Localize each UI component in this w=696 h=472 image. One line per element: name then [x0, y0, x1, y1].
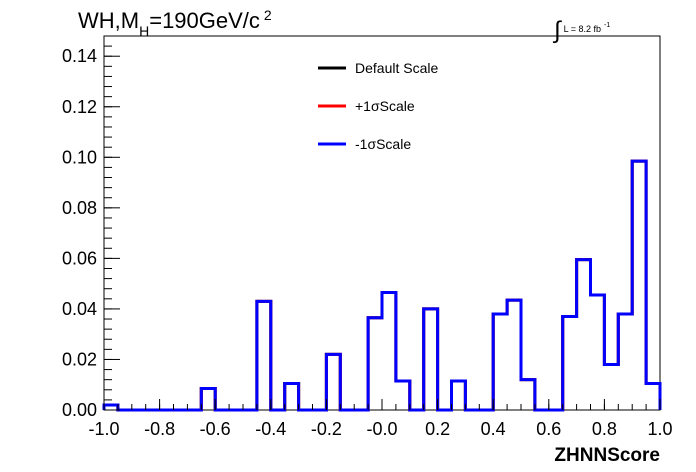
- y-tick-label: 0.04: [62, 299, 97, 319]
- y-tick-label: 0.06: [62, 248, 97, 268]
- chart-title: WH,MH=190GeV/c 2: [78, 7, 272, 39]
- x-tick-label: 1.0: [647, 419, 672, 439]
- legend-label-0: Default Scale: [355, 60, 438, 76]
- x-axis: -1.0 -0.8 -0.6 -0.4 -0.2 -0.0 0.2 0.4 0.6 0.8 1.0: [88, 399, 673, 439]
- x-tick-label: 0.8: [592, 419, 617, 439]
- y-tick-label: 0.08: [62, 198, 97, 218]
- x-tick-label: 0.6: [536, 419, 561, 439]
- legend-label-1: +1σScale: [355, 98, 415, 114]
- y-axis: 0.00 0.02 0.04 0.06 0.08 0.10 0.12 0.14: [62, 35, 120, 420]
- y-tick-label: 0.02: [62, 349, 97, 369]
- x-tick-label: -0.8: [144, 419, 175, 439]
- legend-label-2: -1σScale: [355, 136, 411, 152]
- x-tick-label: -0.2: [311, 419, 342, 439]
- lumi-integral-symbol: ∫: [552, 17, 562, 44]
- y-tick-label: 0.00: [62, 400, 97, 420]
- x-axis-title: ZHNNScore: [554, 445, 660, 466]
- y-tick-label: 0.12: [62, 97, 97, 117]
- lumi-text: L = 8.2 fb: [564, 24, 601, 34]
- y-tick-label: 0.14: [62, 46, 97, 66]
- title-main: WH,M: [78, 8, 139, 33]
- x-tick-label: -1.0: [88, 419, 119, 439]
- y-tick-label: 0.10: [62, 147, 97, 167]
- legend: Default Scale +1σScale -1σScale: [318, 60, 438, 152]
- x-tick-label: 0.2: [425, 419, 450, 439]
- x-tick-label: -0.6: [200, 419, 231, 439]
- title-mid: =190GeV/c: [149, 8, 260, 33]
- lumi-superscript: -1: [604, 22, 610, 29]
- x-tick-label: 0.4: [481, 419, 506, 439]
- x-tick-label: -0.0: [366, 419, 397, 439]
- x-tick-label: -0.4: [255, 419, 286, 439]
- lumi-annotation: ∫ L = 8.2 fb -1: [552, 17, 610, 44]
- title-superscript: 2: [264, 7, 272, 23]
- title-subscript: H: [139, 23, 149, 39]
